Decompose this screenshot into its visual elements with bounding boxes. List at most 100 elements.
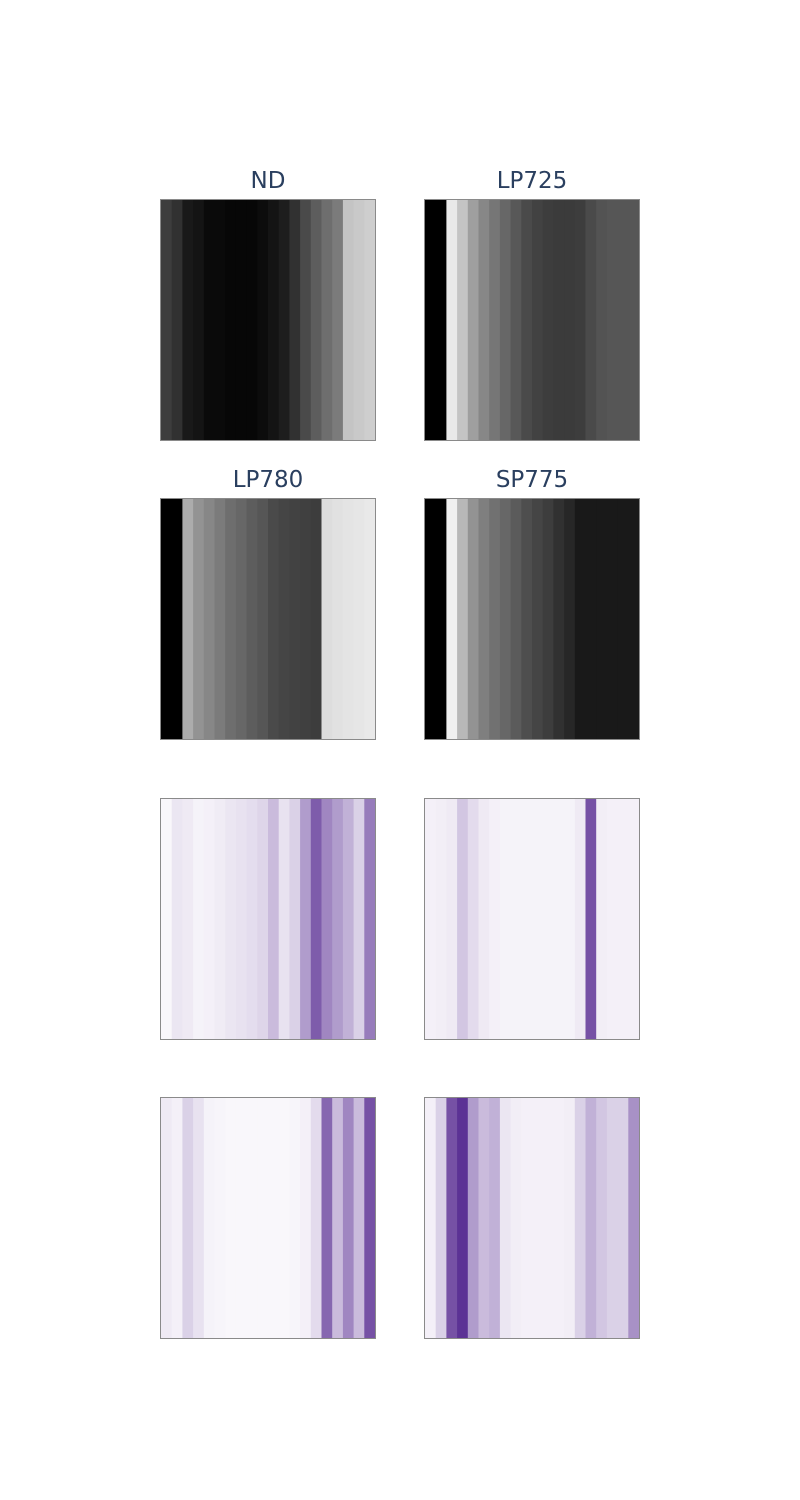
heatmap-lp780: [161, 499, 375, 739]
heatmap-cell: [171, 1098, 183, 1338]
heatmap-cell: [246, 200, 258, 440]
heatmap-cell: [521, 1098, 533, 1338]
heatmap-cell: [171, 499, 183, 739]
heatmap-cell: [203, 799, 216, 1039]
heatmap-cell: [564, 499, 576, 739]
heatmap-cell: [499, 1098, 512, 1338]
heatmap-cell: [342, 499, 355, 739]
attribution-heatmap-4: [425, 1098, 639, 1338]
heatmap-cell: [425, 799, 437, 1039]
heatmap-cell: [225, 799, 237, 1039]
heatmap-cell: [606, 499, 619, 739]
heatmap-cell: [435, 499, 447, 739]
heatmap-cell: [510, 1098, 522, 1338]
heatmap-cell: [585, 799, 597, 1039]
heatmap-cell: [628, 1098, 639, 1338]
heatmap-cell: [446, 1098, 458, 1338]
heatmap-cell: [342, 1098, 355, 1338]
heatmap-cell: [574, 200, 587, 440]
heatmap-cell: [235, 200, 248, 440]
heatmap-cell: [300, 1098, 312, 1338]
heatmap-cell: [564, 1098, 576, 1338]
heatmap-cell: [435, 1098, 447, 1338]
heatmap-cell: [278, 499, 290, 739]
heatmap-cell: [553, 499, 565, 739]
heatmap-cell: [235, 499, 248, 739]
heatmap-cell: [193, 1098, 205, 1338]
heatmap-cell: [203, 200, 216, 440]
heatmap-cell: [510, 200, 522, 440]
heatmap-cell: [300, 499, 312, 739]
heatmap-cell: [214, 200, 226, 440]
attribution-panel-3: [160, 1097, 376, 1339]
heatmap-cell: [225, 200, 237, 440]
heatmap-cell: [499, 799, 512, 1039]
heatmap-cell: [435, 200, 447, 440]
attribution-heatmap-2: [425, 799, 639, 1039]
heatmap-cell: [332, 499, 344, 739]
heatmap-cell: [161, 200, 173, 440]
heatmap-panel-lp725: [424, 199, 640, 441]
heatmap-cell: [467, 499, 480, 739]
heatmap-cell: [246, 799, 258, 1039]
heatmap-cell: [257, 499, 269, 739]
heatmap-cell: [542, 499, 554, 739]
heatmap-cell: [617, 499, 629, 739]
heatmap-cell: [214, 1098, 226, 1338]
heatmap-cell: [246, 1098, 258, 1338]
heatmap-cell: [353, 499, 365, 739]
heatmap-cell: [268, 499, 280, 739]
panel-title-sp775: SP775: [495, 467, 569, 493]
heatmap-cell: [214, 799, 226, 1039]
heatmap-panel-sp775: [424, 498, 640, 740]
heatmap-cell: [425, 200, 437, 440]
heatmap-panel-lp780: [160, 498, 376, 740]
heatmap-cell: [321, 1098, 333, 1338]
heatmap-cell: [585, 499, 597, 739]
heatmap-nd: [161, 200, 375, 440]
heatmap-cell: [161, 499, 173, 739]
heatmap-cell: [342, 200, 355, 440]
heatmap-cell: [235, 799, 248, 1039]
panel-title-lp780: LP780: [232, 467, 304, 493]
heatmap-cell: [478, 799, 490, 1039]
heatmap-cell: [289, 200, 301, 440]
heatmap-cell: [193, 499, 205, 739]
heatmap-cell: [628, 499, 639, 739]
heatmap-cell: [193, 799, 205, 1039]
heatmap-cell: [446, 200, 458, 440]
heatmap-cell: [499, 499, 512, 739]
heatmap-cell: [457, 799, 469, 1039]
heatmap-cell: [606, 799, 619, 1039]
heatmap-cell: [457, 499, 469, 739]
heatmap-cell: [489, 499, 501, 739]
heatmap-panel-nd: [160, 199, 376, 441]
heatmap-cell: [203, 499, 216, 739]
heatmap-cell: [489, 799, 501, 1039]
heatmap-cell: [321, 799, 333, 1039]
heatmap-cell: [489, 200, 501, 440]
heatmap-cell: [478, 499, 490, 739]
heatmap-cell: [161, 1098, 173, 1338]
heatmap-cell: [574, 499, 587, 739]
heatmap-cell: [161, 799, 173, 1039]
heatmap-cell: [499, 200, 512, 440]
heatmap-cell: [364, 200, 375, 440]
heatmap-cell: [553, 1098, 565, 1338]
heatmap-cell: [553, 799, 565, 1039]
heatmap-cell: [606, 1098, 619, 1338]
heatmap-cell: [532, 1098, 544, 1338]
heatmap-cell: [467, 799, 480, 1039]
heatmap-cell: [268, 799, 280, 1039]
heatmap-cell: [225, 499, 237, 739]
heatmap-cell: [289, 499, 301, 739]
heatmap-cell: [225, 1098, 237, 1338]
attribution-heatmap-3: [161, 1098, 375, 1338]
heatmap-cell: [478, 200, 490, 440]
heatmap-cell: [617, 1098, 629, 1338]
heatmap-cell: [278, 200, 290, 440]
attribution-panel-4: [424, 1097, 640, 1339]
heatmap-cell: [321, 499, 333, 739]
heatmap-cell: [332, 1098, 344, 1338]
heatmap-cell: [617, 799, 629, 1039]
